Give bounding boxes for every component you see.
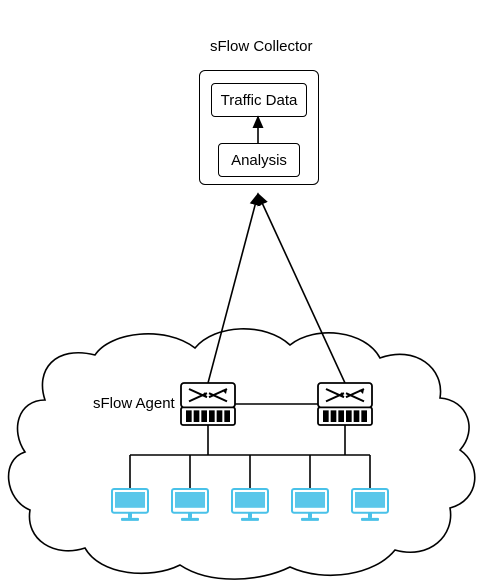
- arrow-switch-0-to-collector: [208, 194, 258, 383]
- monitor-icon-2: [232, 489, 268, 521]
- monitor-icon-1: [172, 489, 208, 521]
- arrow-switch-1-to-collector: [258, 194, 345, 383]
- switch-icon-0: [181, 383, 235, 425]
- cloud-outline: [9, 329, 475, 579]
- monitor-icon-0: [112, 489, 148, 521]
- switch-icon-1: [318, 383, 372, 425]
- diagram-svg: [0, 0, 500, 587]
- monitor-icon-4: [352, 489, 388, 521]
- monitor-icon-3: [292, 489, 328, 521]
